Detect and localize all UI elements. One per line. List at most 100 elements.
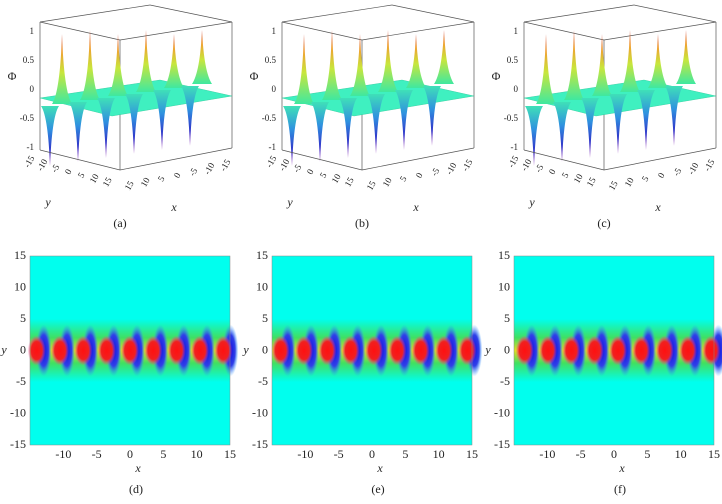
x-axis-label: x [618, 461, 625, 475]
z-tick-label: 1 [272, 26, 277, 36]
trough [581, 98, 599, 158]
plot-frame [271, 255, 473, 446]
x-tick-label: -10 [55, 447, 71, 461]
x-tick-label: 5 [156, 174, 167, 183]
z-axis-label: Φ [8, 69, 17, 83]
x-tick-label: 0 [414, 170, 425, 179]
peak [434, 30, 454, 84]
red-blob [435, 335, 453, 366]
x-tick-label: -5 [576, 447, 586, 461]
trough [665, 86, 683, 146]
y-tick-label: -5 [533, 162, 546, 174]
y-axis-label: y [528, 195, 535, 209]
caption: (e) [371, 482, 384, 496]
red-blob [562, 335, 581, 366]
y-tick-label: 0 [547, 167, 558, 176]
peak [80, 30, 100, 100]
y-tick-label: -10 [10, 405, 26, 419]
x-tick-label: 0 [172, 170, 183, 179]
y-tick-label: -15 [10, 437, 26, 451]
trough [283, 106, 301, 166]
peak [620, 30, 640, 92]
red-blob [702, 335, 721, 366]
x-tick-label: 15 [607, 179, 620, 192]
y-tick-label: 5 [318, 170, 329, 179]
x-tick-label: 5 [640, 174, 651, 183]
x-tick-label: 10 [433, 447, 445, 461]
trough [395, 90, 413, 150]
trough [69, 102, 87, 162]
x-tick-label: 0 [369, 447, 375, 461]
y-tick-label: -10 [494, 405, 510, 419]
trough [609, 94, 627, 154]
y-tick-label: 10 [330, 172, 343, 185]
x-tick-label: 10 [139, 175, 152, 188]
red-blob [295, 335, 313, 366]
box-edge [523, 21, 605, 41]
plot-frame [29, 255, 231, 446]
y-axis-label: y [0, 342, 7, 356]
peak [536, 34, 556, 104]
z-axis-label: Φ [492, 69, 501, 83]
trough [339, 98, 357, 158]
y-tick-label: -10 [519, 157, 534, 173]
x-tick-label: -10 [202, 160, 217, 176]
caption: (d) [129, 482, 143, 496]
red-blob [97, 335, 116, 366]
x-tick-label: 5 [160, 447, 166, 461]
y-tick-label: 15 [14, 248, 26, 262]
box-edge [523, 4, 635, 23]
red-blob [51, 335, 69, 366]
trough [423, 86, 441, 146]
x-tick-label: 10 [623, 175, 636, 188]
x-tick-label: 5 [644, 447, 650, 461]
trough [553, 102, 571, 162]
y-tick-label: -5 [258, 374, 268, 388]
z-tick-label: 0 [514, 84, 519, 94]
x-tick-label: 15 [466, 447, 478, 461]
y-tick-label: 5 [560, 170, 571, 179]
trough [125, 94, 143, 154]
red-blob [539, 335, 557, 366]
x-tick-label: -10 [686, 160, 701, 176]
red-blob [388, 335, 407, 366]
x-tick-label: -15 [702, 157, 717, 173]
red-blob [458, 335, 477, 366]
y-tick-label: 10 [14, 279, 26, 293]
z-axis-label: Φ [250, 69, 259, 83]
y-tick-label: 0 [504, 342, 510, 356]
z-tick-label: -1 [269, 142, 277, 152]
peak [406, 34, 426, 88]
peak [648, 34, 668, 88]
y-tick-label: -15 [494, 437, 510, 451]
x-tick-label: -15 [218, 157, 233, 173]
y-tick-label: 15 [256, 248, 268, 262]
red-blob [121, 335, 139, 366]
y-tick-label: 10 [572, 172, 585, 185]
red-blob [271, 335, 290, 366]
x-tick-label: -15 [460, 157, 475, 173]
x-tick-label: -10 [297, 447, 313, 461]
y-tick-label: 15 [343, 175, 356, 188]
box-edge [119, 147, 233, 171]
peak [192, 30, 212, 84]
box-edge [391, 4, 475, 23]
y-tick-label: 10 [88, 172, 101, 185]
caption: (b) [355, 216, 369, 230]
red-blob [318, 335, 337, 366]
x-tick-label: 15 [123, 179, 136, 192]
box-edge [39, 149, 121, 171]
x-axis-label: x [170, 200, 177, 214]
x-tick-label: 10 [381, 175, 394, 188]
box-edge [281, 149, 363, 171]
x-tick-label: -10 [539, 447, 555, 461]
z-tick-label: -1 [511, 142, 519, 152]
box-edge [119, 21, 233, 41]
box-edge [281, 21, 363, 41]
y-tick-label: 15 [101, 175, 114, 188]
red-blob [144, 335, 163, 366]
box-edge [281, 4, 393, 23]
box-edge [39, 4, 151, 23]
z-tick-label: 0 [272, 84, 277, 94]
